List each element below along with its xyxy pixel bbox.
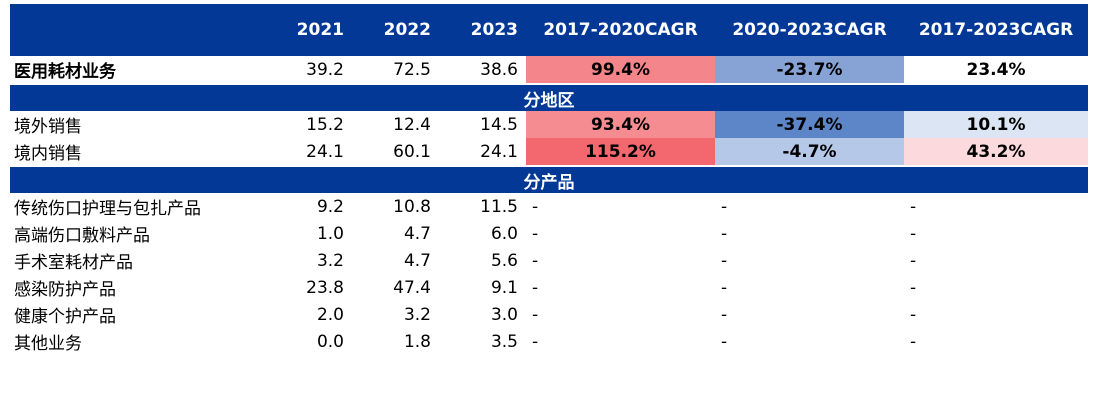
cagr-cell-2017-2023: 23.4%: [904, 56, 1088, 84]
row-label: 健康个护产品: [14, 307, 116, 327]
value-cell-2023: 14.5: [480, 114, 518, 135]
header-cell-2022: 2022: [352, 4, 439, 56]
row-label: 手术室耗材产品: [14, 253, 133, 273]
value-cell-2023: 5.6: [490, 250, 518, 271]
row-label: 传统伤口护理与包扎产品: [14, 199, 201, 219]
empty-cagr-cell: -: [910, 277, 917, 298]
header-cell-2021: 2021: [265, 4, 352, 56]
cagr-cell-2017-2023: 10.1%: [904, 111, 1088, 138]
value-cell-2021: 24.1: [306, 141, 344, 162]
empty-cagr-cell: -: [532, 196, 539, 217]
value-cell-2022: 60.1: [393, 141, 431, 162]
value-cell-2023: 11.5: [480, 196, 518, 217]
value-cell-2023: 3.5: [490, 331, 518, 352]
value-cell-2021: 39.2: [306, 59, 344, 80]
empty-cagr-cell: -: [721, 223, 728, 244]
value-cell-2022: 4.7: [403, 223, 431, 244]
cagr-cell-2020-2023: -4.7%: [715, 138, 904, 166]
value-cell-2021: 1.0: [316, 223, 344, 244]
empty-cagr-cell: -: [532, 223, 539, 244]
value-cell-2022: 12.4: [393, 114, 431, 135]
value-cell-2023: 38.6: [480, 59, 518, 80]
value-cell-2021: 3.2: [316, 250, 344, 271]
table-row: 境外销售 15.2 12.4 14.5 93.4% -37.4% 10.1%: [10, 111, 1088, 138]
value-cell-2021: 15.2: [306, 114, 344, 135]
empty-cagr-cell: -: [910, 223, 917, 244]
table-row: 感染防护产品 23.8 47.4 9.1- - -: [10, 274, 1088, 301]
row-label: 境外销售: [14, 117, 82, 137]
cagr-cell-2020-2023: -23.7%: [715, 56, 904, 84]
value-cell-2022: 10.8: [393, 196, 431, 217]
empty-cagr-cell: -: [721, 304, 728, 325]
value-cell-2022: 4.7: [403, 250, 431, 271]
section-row: 分产品: [10, 165, 1088, 193]
row-label: 感染防护产品: [14, 280, 116, 300]
empty-cagr-cell: -: [532, 331, 539, 352]
empty-cagr-cell: -: [532, 304, 539, 325]
row-label: 其他业务: [14, 334, 82, 354]
value-cell-2023: 9.1: [490, 277, 518, 298]
empty-cagr-cell: -: [910, 196, 917, 217]
table-row: 其他业务 0.0 1.8 3.5- - -: [10, 328, 1088, 355]
empty-cagr-cell: -: [721, 196, 728, 217]
empty-cagr-cell: -: [532, 277, 539, 298]
header-cell-cagr-2017-2020: 2017-2020CAGR: [526, 4, 715, 56]
row-label: 高端伤口敷料产品: [14, 226, 150, 246]
value-cell-2022: 1.8: [403, 331, 431, 352]
value-cell-2023: 3.0: [490, 304, 518, 325]
value-cell-2022: 3.2: [403, 304, 431, 325]
value-cell-2022: 72.5: [393, 59, 431, 80]
empty-cagr-cell: -: [721, 277, 728, 298]
empty-cagr-cell: -: [532, 250, 539, 271]
data-table: 2021 2022 2023 2017-2020CAGR 2020-2023CA…: [10, 4, 1088, 355]
value-cell-2022: 47.4: [393, 277, 431, 298]
table-row: 健康个护产品 2.0 3.2 3.0- - -: [10, 301, 1088, 328]
empty-cagr-cell: -: [721, 331, 728, 352]
cagr-cell-2017-2020: 115.2%: [526, 138, 715, 166]
cagr-cell-2017-2020: 93.4%: [526, 111, 715, 138]
empty-cagr-cell: -: [910, 250, 917, 271]
value-cell-2023: 24.1: [480, 141, 518, 162]
value-cell-2021: 23.8: [306, 277, 344, 298]
table-body: 医用耗材业务 39.2 72.5 38.6 99.4% -23.7% 23.4% 分地区 境外销…: [10, 56, 1088, 355]
value-cell-2021: 9.2: [316, 196, 344, 217]
section-row: 分地区: [10, 83, 1088, 111]
cagr-cell-2017-2023: 43.2%: [904, 138, 1088, 166]
section-label: 分产品: [10, 165, 1088, 193]
cagr-cell-2017-2020: 99.4%: [526, 56, 715, 84]
table-row: 手术室耗材产品 3.2 4.7 5.6- - -: [10, 247, 1088, 274]
table-row: 境内销售 24.1 60.1 24.1 115.2% -4.7% 43.2%: [10, 138, 1088, 166]
value-cell-2021: 0.0: [316, 331, 344, 352]
table-row: 高端伤口敷料产品 1.0 4.7 6.0- - -: [10, 220, 1088, 247]
table-row: 医用耗材业务 39.2 72.5 38.6 99.4% -23.7% 23.4%: [10, 56, 1088, 84]
cagr-cell-2020-2023: -37.4%: [715, 111, 904, 138]
header-row: 2021 2022 2023 2017-2020CAGR 2020-2023CA…: [10, 4, 1088, 56]
empty-cagr-cell: -: [910, 331, 917, 352]
empty-cagr-cell: -: [910, 304, 917, 325]
empty-cagr-cell: -: [721, 250, 728, 271]
row-label: 境内销售: [14, 144, 82, 164]
table-row: 传统伤口护理与包扎产品 9.2 10.8 11.5- - -: [10, 193, 1088, 220]
value-cell-2021: 2.0: [316, 304, 344, 325]
header-cell-label: [10, 4, 265, 56]
value-cell-2023: 6.0: [490, 223, 518, 244]
row-label: 医用耗材业务: [14, 62, 116, 82]
header-cell-cagr-2020-2023: 2020-2023CAGR: [715, 4, 904, 56]
header-cell-2023: 2023: [439, 4, 526, 56]
section-label: 分地区: [10, 83, 1088, 111]
header-cell-cagr-2017-2023: 2017-2023CAGR: [904, 4, 1088, 56]
